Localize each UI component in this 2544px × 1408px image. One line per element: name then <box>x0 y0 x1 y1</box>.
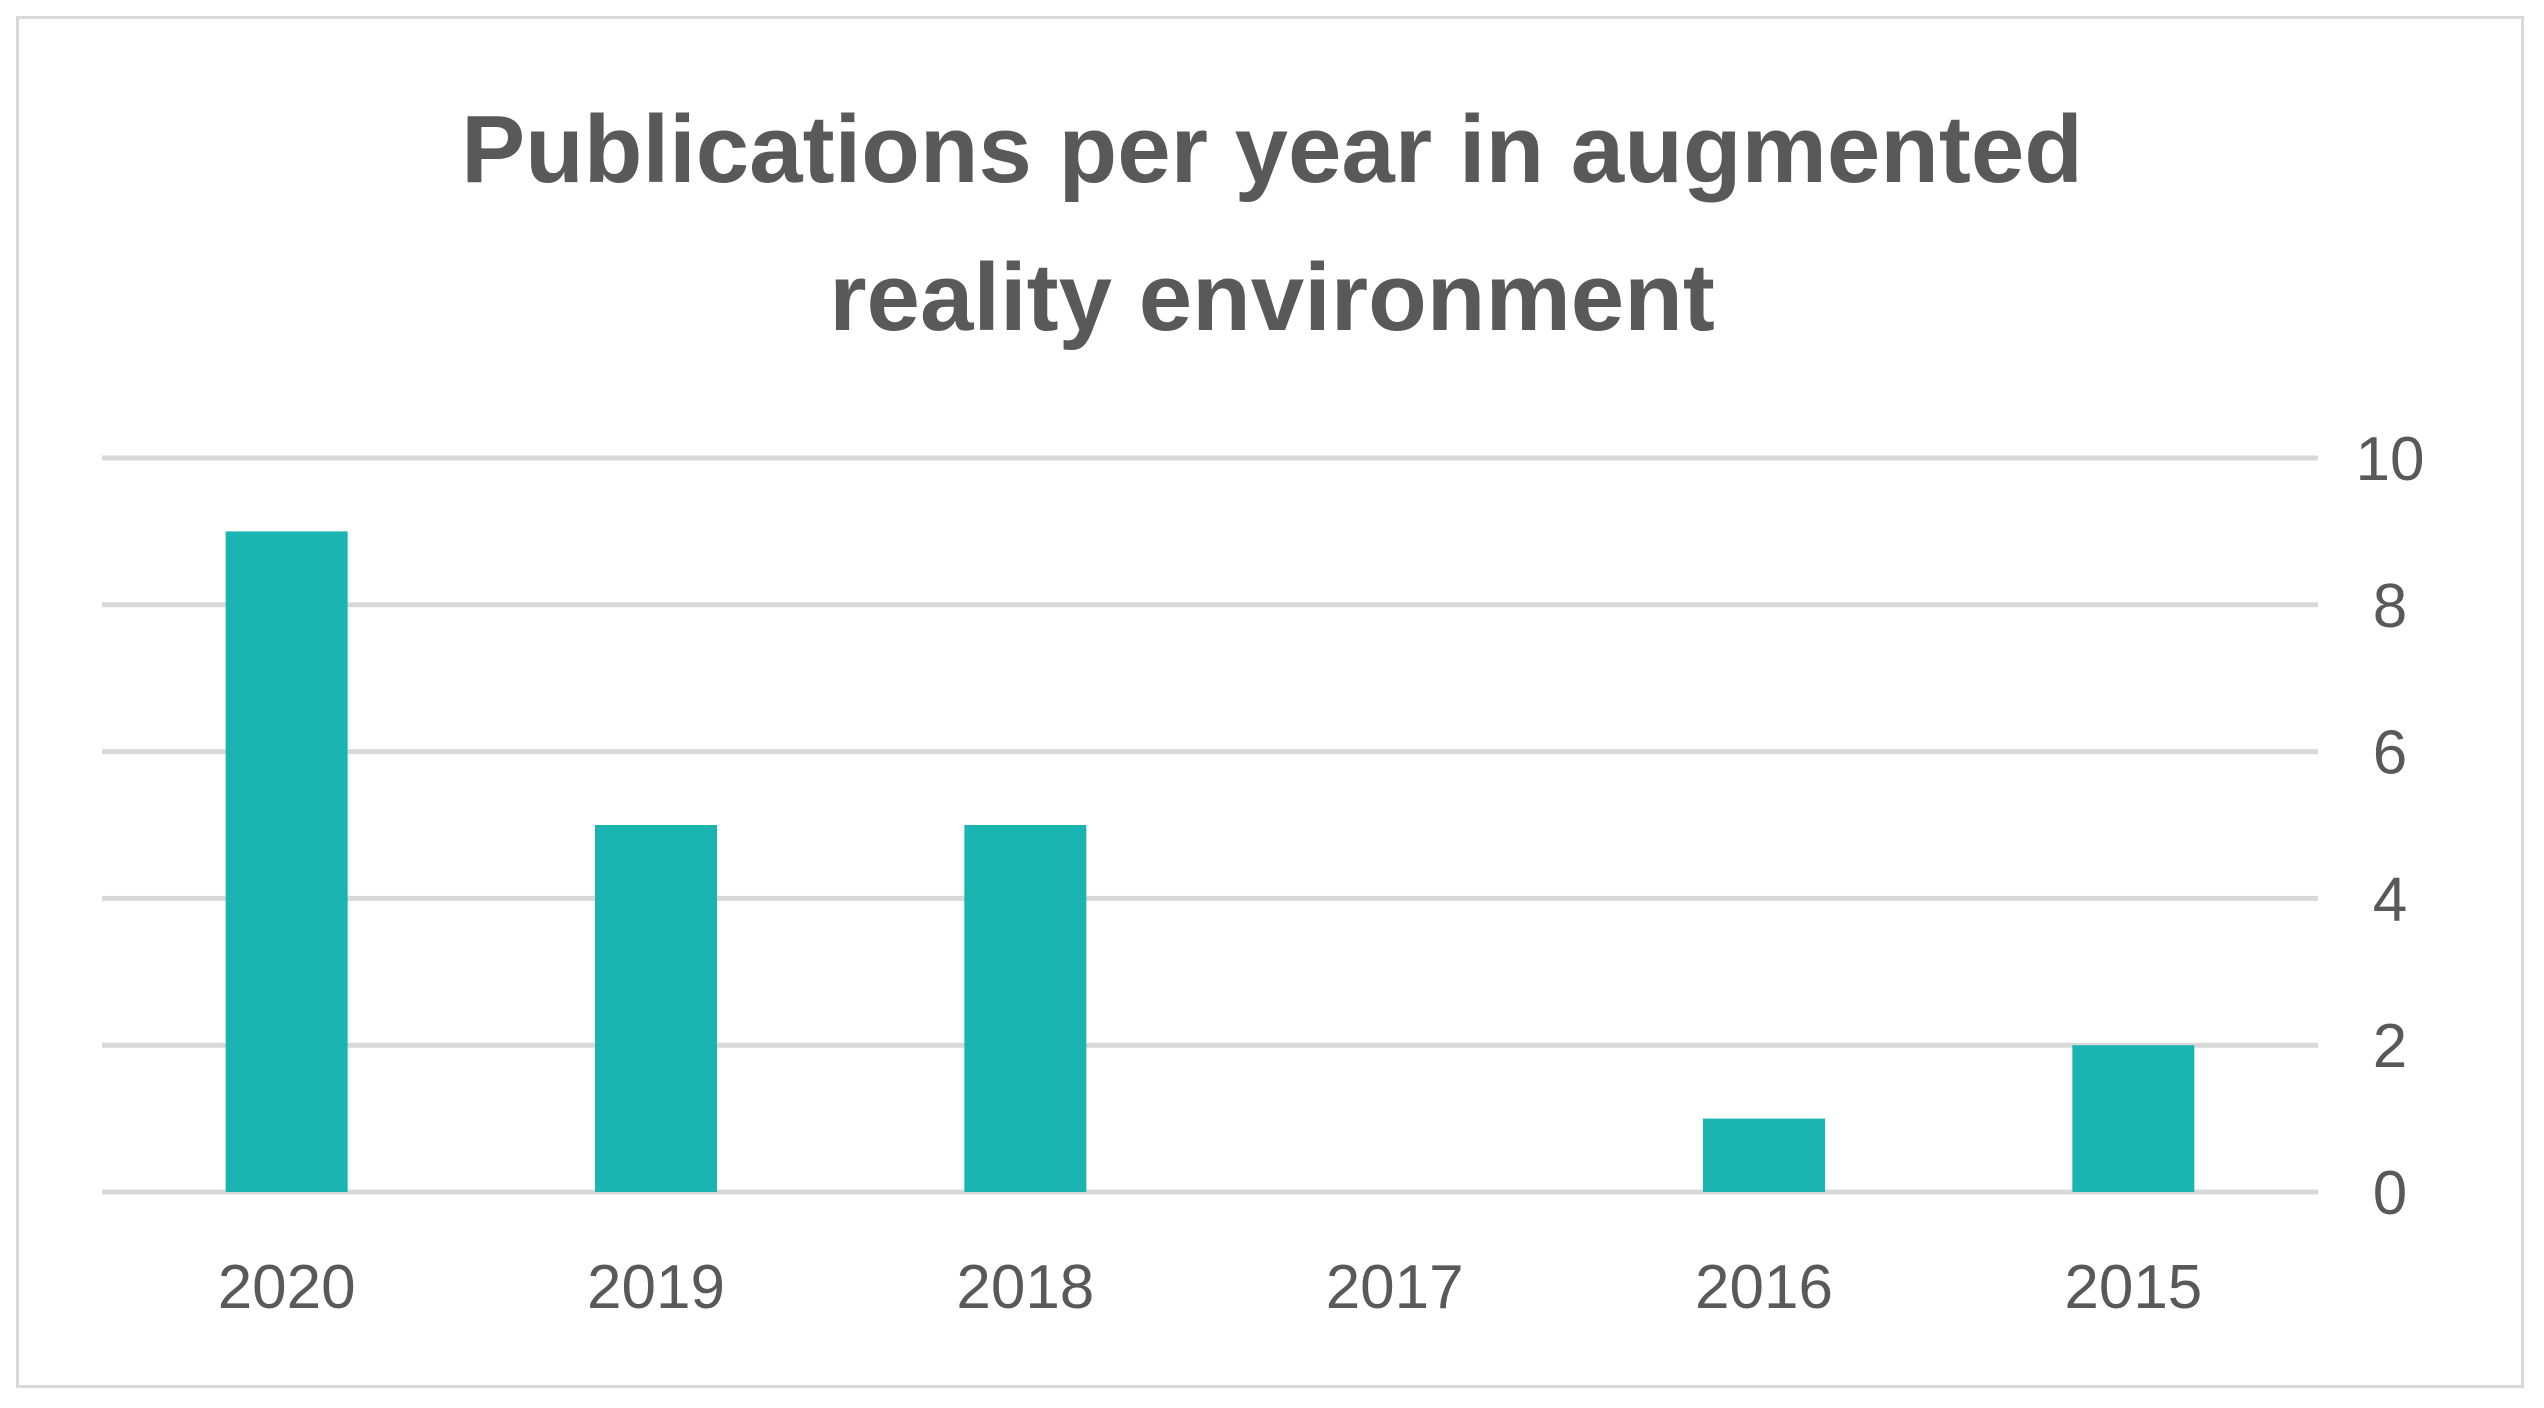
y-axis-ticks: 0 2 4 6 8 10 <box>2356 425 2425 1228</box>
bar-2016 <box>1703 1118 1825 1192</box>
bar-2015 <box>2072 1045 2195 1192</box>
bar-2019 <box>595 825 717 1192</box>
x-tick-label-2015: 2015 <box>2064 1253 2202 1322</box>
bar-series <box>225 531 2195 1192</box>
chart-title-line-1: Publications per year in augmented <box>461 96 2083 203</box>
chart-title: Publications per year in augmented reali… <box>461 96 2083 351</box>
x-tick-label-2016: 2016 <box>1695 1253 1833 1322</box>
chart-title-line-2: reality environment <box>829 244 1715 351</box>
y-tick-label-8: 8 <box>2373 572 2407 641</box>
y-tick-label-2: 2 <box>2373 1012 2407 1081</box>
gridlines <box>102 455 2318 1195</box>
y-tick-label-6: 6 <box>2373 719 2407 788</box>
x-tick-label-2020: 2020 <box>218 1253 356 1322</box>
bar-2020 <box>225 531 348 1192</box>
x-tick-label-2017: 2017 <box>1326 1253 1464 1322</box>
x-tick-label-2018: 2018 <box>956 1253 1094 1322</box>
bar-2018 <box>964 825 1087 1192</box>
x-axis-ticks: 2020 2019 2018 2017 2016 2015 <box>218 1253 2203 1322</box>
y-tick-label-10: 10 <box>2356 425 2425 494</box>
y-tick-label-0: 0 <box>2373 1159 2407 1228</box>
x-tick-label-2019: 2019 <box>587 1253 725 1322</box>
y-tick-label-4: 4 <box>2373 865 2407 934</box>
